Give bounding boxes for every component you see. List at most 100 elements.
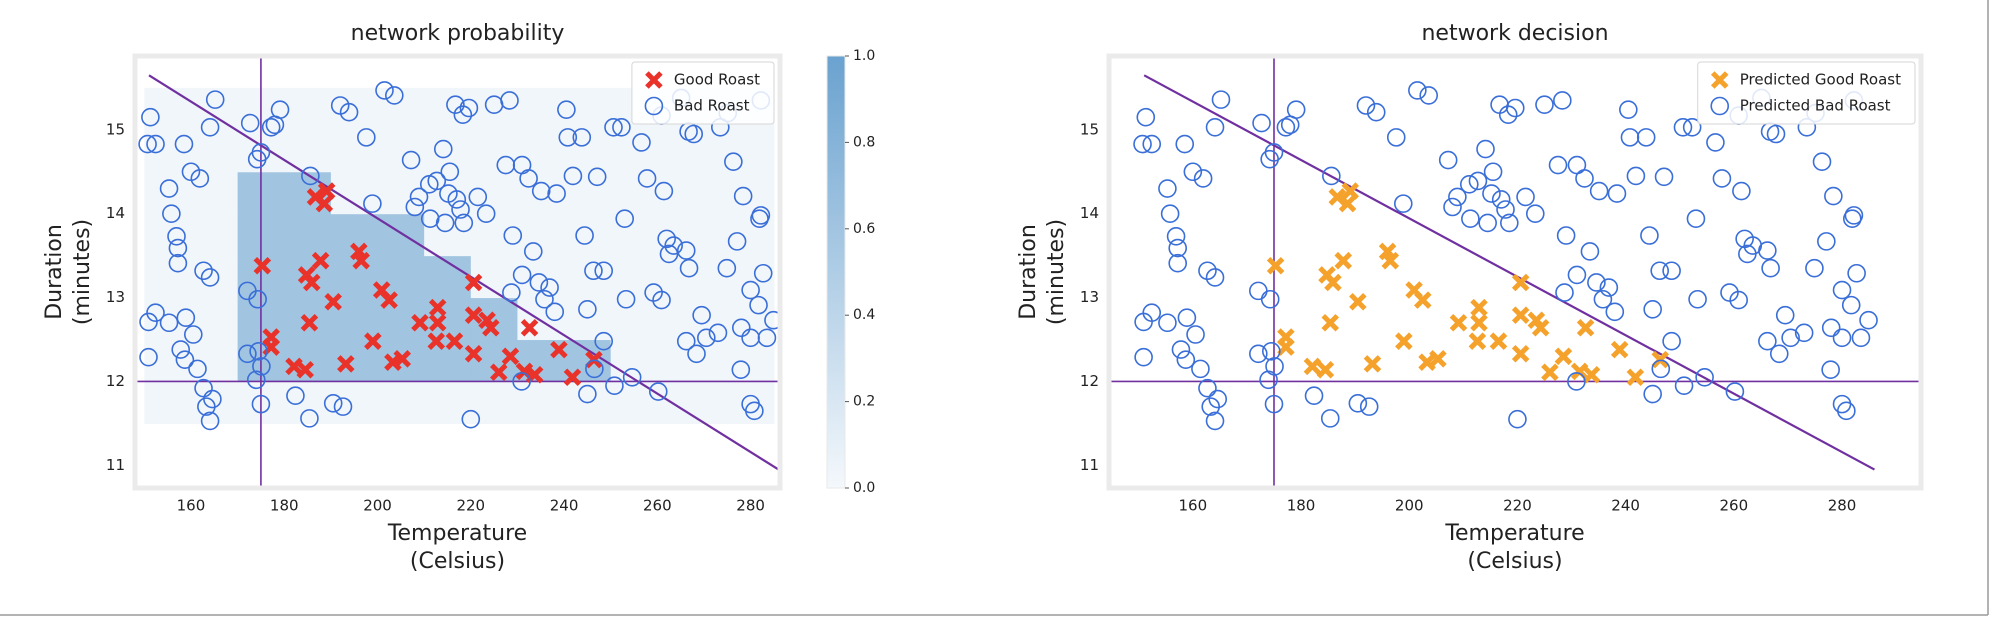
x-marker [352,251,370,270]
circle-marker [200,411,220,431]
circle-marker [1859,310,1878,330]
heat-cell [284,129,332,173]
x-marker [1541,363,1559,382]
colorbar-tick-label: 0.4 [853,307,875,323]
circle-marker [1688,289,1707,309]
heat-cell [610,213,658,257]
x-marker [253,256,272,275]
circle-marker [476,204,496,224]
circle-marker [1842,209,1862,229]
x-marker [1413,291,1432,309]
x-marker [1363,355,1382,373]
circle-marker [286,386,305,406]
y-axis-label: (minutes) [70,219,95,325]
x-axis-label: (Celsius) [410,549,505,574]
circle-marker [1158,179,1177,198]
heat-cell [470,381,518,424]
circle-marker [764,310,780,330]
x-tick-label: 220 [456,497,485,515]
circle-marker [1264,394,1284,414]
circle-marker [1710,96,1730,116]
circle-marker [654,181,674,201]
circle-marker [557,100,576,119]
circle-marker [251,394,271,414]
x-marker [428,313,447,332]
x-marker [296,360,314,379]
circle-marker [248,289,267,309]
circle-marker [1844,206,1864,225]
circle-marker [1575,169,1594,188]
x-tick-label: 180 [270,497,299,515]
circle-marker [1476,139,1495,159]
circle-marker [1252,113,1271,133]
x-marker [563,368,582,387]
circle-marker [1249,344,1268,364]
circle-marker [547,184,566,203]
circle-marker [1525,204,1545,224]
circle-marker [1496,200,1515,219]
circle-marker [1359,397,1379,416]
x-marker [1610,340,1629,359]
x-marker [324,293,342,311]
heat-cell [517,87,565,131]
x-tick-label: 280 [1828,497,1857,515]
x-marker [1511,273,1530,292]
heat-cell [657,297,705,341]
circle-marker [159,313,179,333]
circle-marker [468,187,488,207]
circle-marker [615,209,634,229]
circle-marker [1706,133,1725,152]
circle-marker [1490,95,1509,114]
circle-marker [1580,242,1600,261]
circle-marker [1555,283,1574,302]
colorbar-tick-label: 0.8 [853,134,875,150]
x-tick-label: 260 [1720,497,1749,515]
circle-marker [1662,331,1681,351]
heat-cell [564,297,612,341]
y-tick-label: 14 [106,204,125,222]
circle-marker [249,341,268,361]
heat-cell [330,129,379,173]
circle-marker [1821,318,1841,338]
x-marker [490,363,508,382]
x-marker [501,347,520,366]
circle-marker [1438,150,1458,170]
x-marker [1418,353,1436,371]
circle-marker [1651,359,1671,379]
heat-cell [144,171,192,215]
circle-marker [1556,226,1576,245]
circle-marker [578,384,597,404]
circle-marker [733,186,753,206]
y-tick-label: 11 [1080,456,1099,474]
heat-cell [470,213,518,257]
x-marker [1710,71,1729,89]
circle-marker [1136,107,1156,127]
circle-marker [1177,308,1197,328]
circle-marker [168,238,188,258]
heat-cell [517,171,565,215]
circle-marker [1619,100,1638,119]
x-marker [1489,332,1508,350]
circle-marker [1553,91,1572,110]
circle-marker [1643,300,1662,319]
circle-marker [1133,134,1152,154]
circle-marker [1775,305,1795,325]
circle-marker [1567,372,1586,391]
heat-cell [190,87,239,131]
y-axis-label: Duration [42,224,67,320]
circle-marker [1142,303,1162,322]
legend-box [631,61,775,125]
circle-marker [433,139,453,159]
circle-marker [440,162,460,182]
circle-marker [1205,268,1225,287]
heat-cell [284,87,332,131]
plot-area [1109,56,1921,488]
circle-marker [605,376,624,395]
circle-marker [171,340,191,359]
circle-marker [1483,162,1503,182]
y-tick-label: 11 [106,456,125,474]
circle-marker [1198,261,1217,281]
circle-marker [1535,95,1554,114]
circle-marker [500,91,519,110]
circle-marker [1183,162,1203,182]
